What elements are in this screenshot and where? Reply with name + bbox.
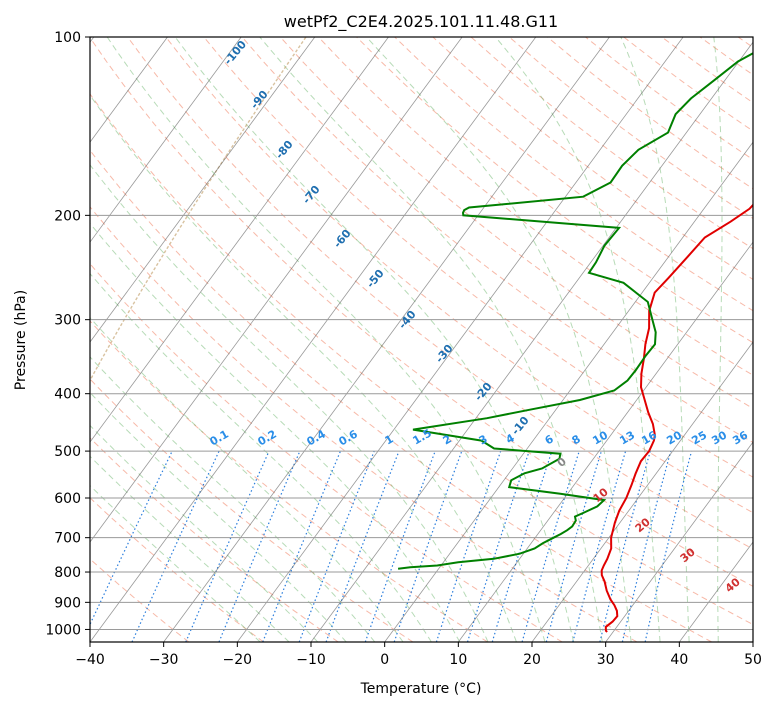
background-lines xyxy=(90,37,753,642)
y-tick-label: 800 xyxy=(54,565,81,581)
isotherm xyxy=(90,37,316,343)
y-tick-label: 400 xyxy=(54,387,81,403)
moist-adiabat xyxy=(90,391,347,642)
moist-adiabat xyxy=(259,37,603,642)
dry-adiabat xyxy=(90,37,753,587)
mixing-ratio-line xyxy=(185,450,270,642)
dry-adiabat xyxy=(318,37,753,376)
dry-adiabat xyxy=(356,37,753,344)
moist-adiabat xyxy=(90,222,461,642)
isotherm xyxy=(90,37,168,143)
x-tick-label: 50 xyxy=(744,652,762,668)
dry-adiabat xyxy=(90,206,638,642)
moist-adiabat xyxy=(90,484,261,642)
mixing-ratio-line xyxy=(491,450,553,642)
moist-adiabat xyxy=(620,37,690,642)
y-tick-label: 900 xyxy=(54,595,81,611)
dry-adiabat xyxy=(90,149,712,642)
moist-adiabat xyxy=(713,37,723,642)
isotherm xyxy=(90,37,463,543)
x-tick-label: −20 xyxy=(223,652,253,668)
moist-adiabat xyxy=(90,316,404,642)
moist-adiabat xyxy=(90,455,290,642)
moist-adiabat xyxy=(90,164,489,642)
x-tick-label: 30 xyxy=(597,652,615,668)
y-tick-label: 100 xyxy=(54,30,81,46)
y-tick-label: 300 xyxy=(54,313,81,329)
x-tick-label: −40 xyxy=(75,652,105,668)
saturation-curve xyxy=(90,37,307,382)
moist-adiabat xyxy=(90,272,432,642)
chart-title: wetPf2_C2E4.2025.101.11.48.G11 xyxy=(284,12,558,32)
y-tick-label: 700 xyxy=(54,531,81,547)
moist-adiabat xyxy=(174,37,575,642)
mixing-ratio-line xyxy=(572,450,627,642)
isotherm xyxy=(384,141,753,642)
isotherm xyxy=(605,441,753,642)
isotherm xyxy=(310,41,753,642)
moist-adiabat xyxy=(90,94,517,642)
isotherm xyxy=(90,37,242,243)
mixing-ratio-line xyxy=(325,450,400,642)
mixing-ratio-line xyxy=(298,450,375,642)
plot-frame xyxy=(89,36,754,643)
mixing-ratio-line xyxy=(435,450,502,642)
isotherm xyxy=(90,37,389,443)
isotherm xyxy=(752,641,753,642)
mixing-ratio-line xyxy=(364,450,436,642)
mixing-ratio-line xyxy=(599,450,651,642)
mixing-ratio-line xyxy=(262,450,342,642)
mixing-ratio-line xyxy=(466,450,530,642)
y-axis-title: Pressure (hPa) xyxy=(13,290,29,390)
mixing-ratio-line xyxy=(218,450,301,642)
dry-adiabat xyxy=(165,37,753,514)
x-tick-label: 0 xyxy=(380,652,389,668)
dry-adiabat xyxy=(90,378,414,642)
dry-adiabat xyxy=(279,37,753,410)
x-axis-title: Temperature (°C) xyxy=(360,681,482,697)
x-tick-label: 10 xyxy=(449,652,467,668)
isotherm xyxy=(458,241,753,642)
dewpoint-line xyxy=(397,52,753,570)
mixing-ratio-line xyxy=(545,450,602,642)
y-tick-label: 600 xyxy=(54,491,81,507)
temperature-line xyxy=(600,203,753,633)
moist-adiabat xyxy=(90,356,376,642)
y-tick-label: 1000 xyxy=(45,622,81,638)
series-layer xyxy=(397,52,753,633)
y-tick-label: 500 xyxy=(54,444,81,460)
isotherm xyxy=(531,341,753,642)
mixing-ratio-line xyxy=(521,450,580,642)
isotherm xyxy=(237,37,684,642)
mixing-ratio-line xyxy=(621,450,672,642)
x-tick-label: 40 xyxy=(670,652,688,668)
dry-adiabat xyxy=(90,263,563,642)
moist-adiabat xyxy=(106,37,546,642)
x-tick-label: 20 xyxy=(523,652,541,668)
x-tick-label: −30 xyxy=(149,652,179,668)
dry-adiabat xyxy=(90,93,753,626)
y-tick-label: 200 xyxy=(54,208,81,224)
moist-adiabat xyxy=(366,37,632,642)
isotherm xyxy=(163,37,610,642)
x-tick-label: −10 xyxy=(296,652,326,668)
isotherm xyxy=(90,37,537,642)
